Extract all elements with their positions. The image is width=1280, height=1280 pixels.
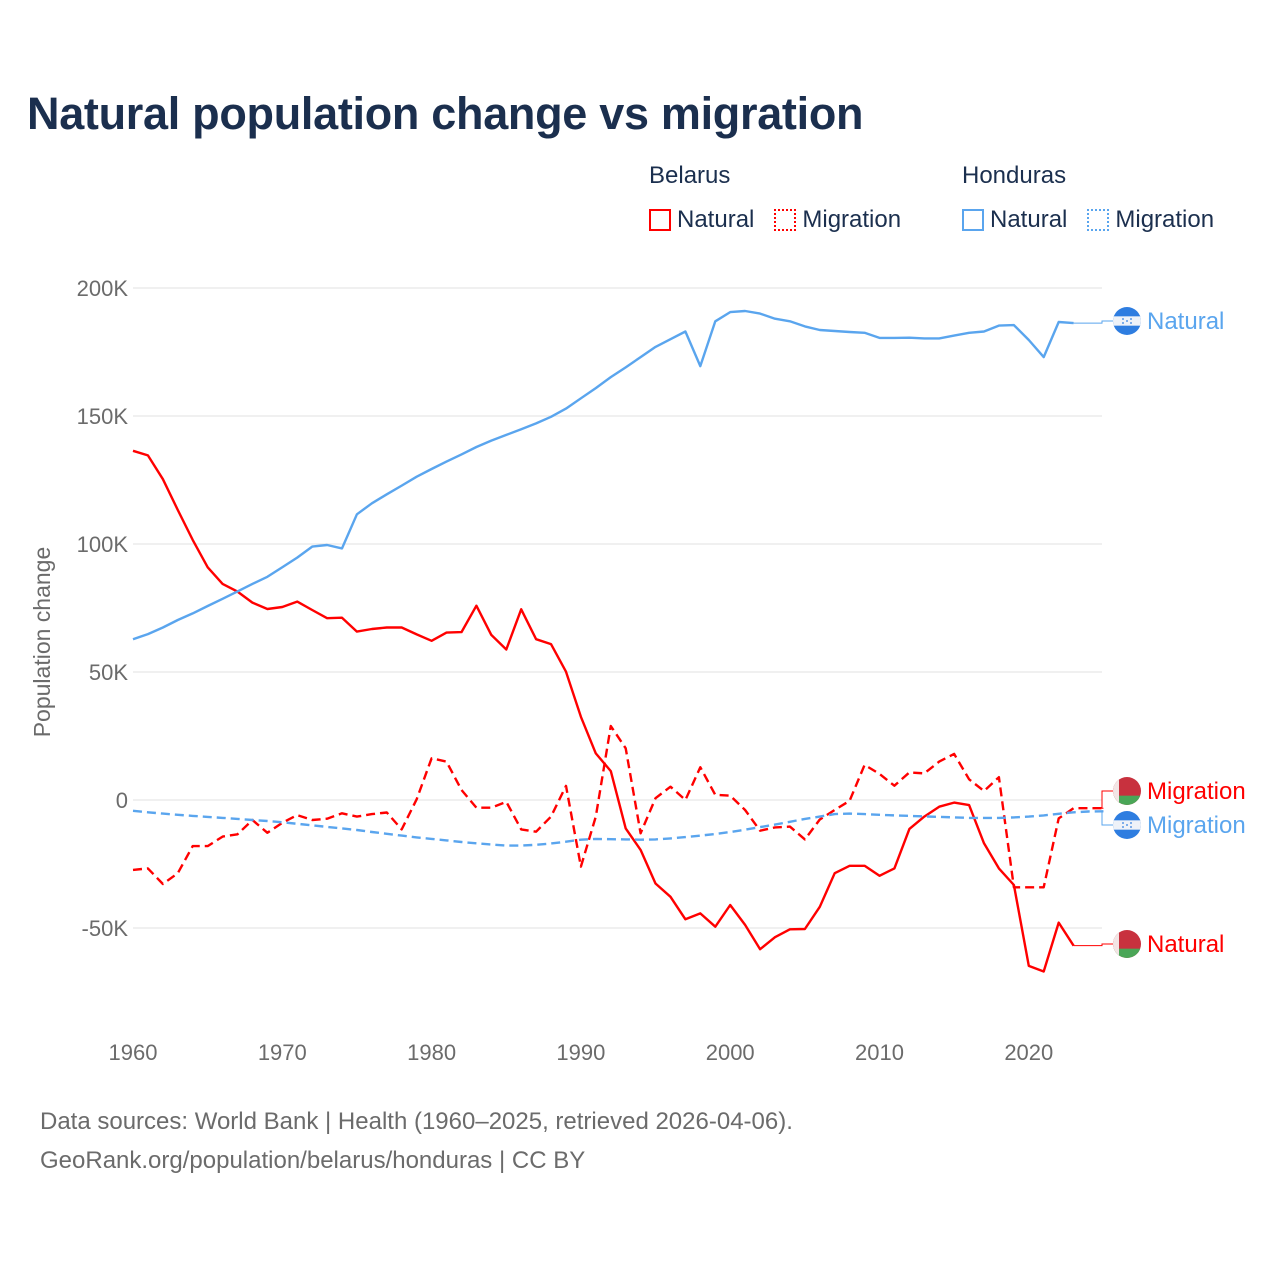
- y-tick-label: 50K: [89, 660, 128, 685]
- flag-star: [1122, 322, 1124, 324]
- x-axis-ticks: 1960 1970 1980 1990 2000 2010 2020: [109, 1040, 1054, 1065]
- series-line-honduras-natural: [132, 309, 1074, 641]
- flag-star: [1126, 824, 1128, 826]
- dotted-line-swatch-icon: [774, 209, 797, 231]
- x-tick-label: 2020: [1004, 1040, 1053, 1065]
- honduras-flag-icon: [1113, 307, 1141, 335]
- flag-star: [1130, 822, 1132, 824]
- legend-title-belarus: Belarus: [649, 162, 731, 189]
- gridlines: [133, 287, 1102, 929]
- end-labels: Natural Migration Natural Migration: [1073, 307, 1246, 958]
- series-line-belarus-migration: [132, 724, 1104, 889]
- flag-star: [1126, 320, 1128, 322]
- flag-star: [1122, 826, 1124, 828]
- legend-item-belarus-migration[interactable]: Migration: [774, 206, 901, 234]
- legend-belarus: Belarus Natural Migration: [649, 162, 917, 234]
- honduras-flag-icon: [1113, 811, 1141, 839]
- flag-star: [1130, 826, 1132, 828]
- leader-line: [1073, 320, 1114, 324]
- legend-label: Natural: [990, 206, 1068, 233]
- series-line-honduras-migration: [132, 809, 1104, 847]
- legend-item-belarus-natural[interactable]: Natural: [649, 206, 754, 234]
- belarus-flag-icon: [1113, 777, 1141, 805]
- flag-star: [1122, 822, 1124, 824]
- legend-honduras: Honduras Natural Migration: [962, 162, 1214, 234]
- legend-title-honduras: Honduras: [962, 162, 1067, 189]
- x-tick-label: 2010: [855, 1040, 904, 1065]
- footer-url[interactable]: GeoRank.org/population/belarus/honduras …: [40, 1147, 586, 1174]
- flag-star: [1130, 318, 1132, 320]
- flag-ornament: [1113, 930, 1119, 958]
- end-label: Natural: [1147, 308, 1224, 335]
- dotted-line-swatch-icon: [1087, 209, 1110, 231]
- legend-item-honduras-migration[interactable]: Migration: [1087, 206, 1214, 234]
- y-axis-ticks: 200K 150K 100K 50K 0 -50K: [77, 276, 129, 941]
- x-tick-label: 1980: [407, 1040, 456, 1065]
- leader-line: [1101, 790, 1114, 809]
- legend-label: Migration: [1115, 206, 1215, 233]
- end-label: Migration: [1147, 812, 1246, 839]
- belarus-flag-icon: [1113, 930, 1141, 958]
- solid-line-swatch-icon: [649, 209, 671, 231]
- flag-shape: [1113, 777, 1141, 805]
- series-line-belarus-natural: [132, 449, 1075, 973]
- series-lines: [132, 309, 1104, 973]
- flag-star: [1130, 322, 1132, 324]
- y-tick-label: 0: [116, 788, 128, 813]
- x-tick-label: 2000: [706, 1040, 755, 1065]
- y-tick-label: 200K: [77, 276, 129, 301]
- flag-star: [1122, 318, 1124, 320]
- flag-stripe: [1113, 948, 1141, 958]
- y-tick-label: 150K: [77, 404, 129, 429]
- x-tick-label: 1990: [556, 1040, 605, 1065]
- legend-label: Migration: [802, 206, 902, 233]
- y-tick-label: 100K: [77, 532, 129, 557]
- y-tick-label: -50K: [82, 916, 129, 941]
- y-axis-label: Population change: [29, 547, 55, 738]
- solid-line-swatch-icon: [962, 209, 984, 231]
- flag-shape: [1113, 307, 1141, 335]
- leader-line: [1101, 810, 1114, 826]
- legend-label: Natural: [677, 206, 755, 233]
- flag-stripe: [1113, 795, 1141, 805]
- flag-shape: [1113, 930, 1141, 958]
- x-tick-label: 1970: [258, 1040, 307, 1065]
- legend-item-honduras-natural[interactable]: Natural: [962, 206, 1067, 234]
- footer-source: Data sources: World Bank | Health (1960–…: [40, 1108, 793, 1135]
- end-label: Natural: [1147, 931, 1224, 958]
- flag-ornament: [1113, 777, 1119, 805]
- leader-line: [1073, 943, 1114, 947]
- flag-shape: [1113, 811, 1141, 839]
- chart-title: Natural population change vs migration: [27, 88, 864, 139]
- x-tick-label: 1960: [109, 1040, 158, 1065]
- end-label: Migration: [1147, 778, 1246, 805]
